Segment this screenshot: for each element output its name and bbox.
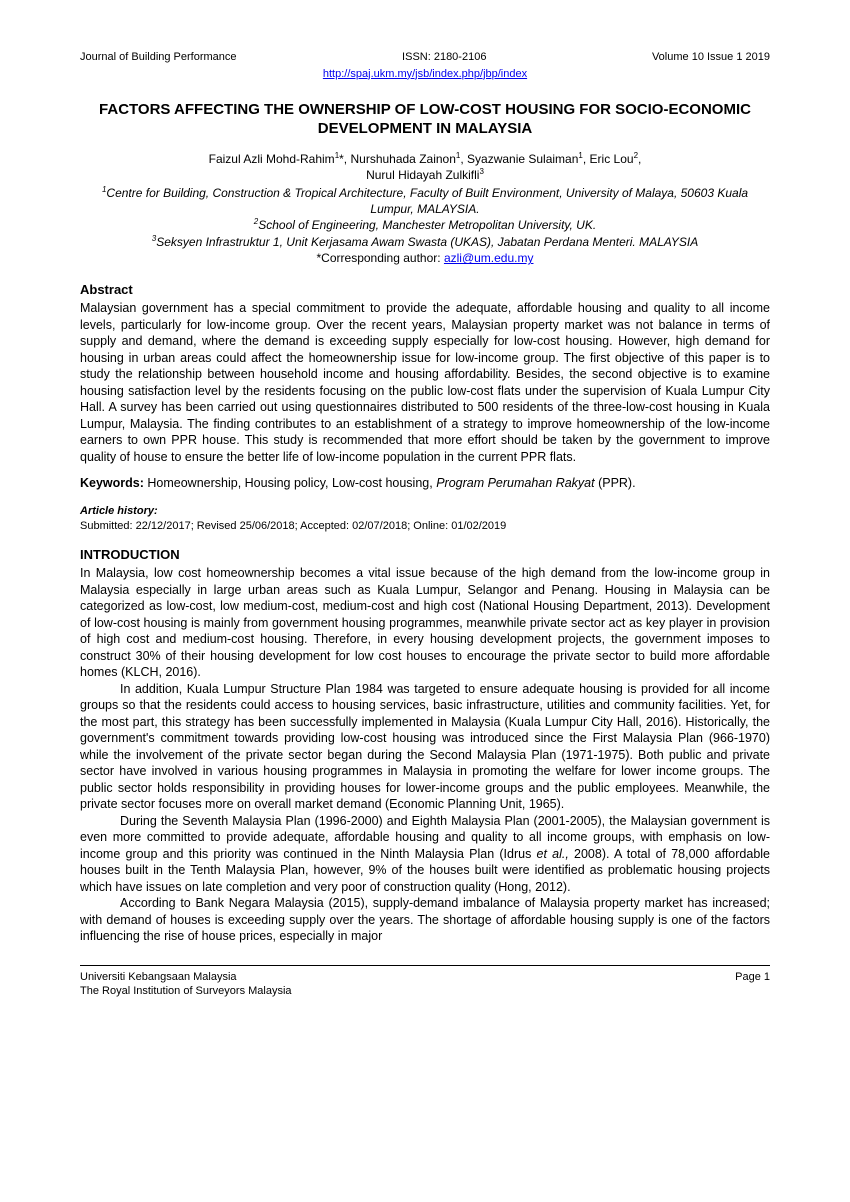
journal-url: http://spaj.ukm.my/jsb/index.php/jbp/ind… bbox=[80, 67, 770, 82]
volume-issue: Volume 10 Issue 1 2019 bbox=[652, 50, 770, 65]
footer-institution-2: The Royal Institution of Surveyors Malay… bbox=[80, 984, 292, 998]
keywords: Keywords: Homeownership, Housing policy,… bbox=[80, 475, 770, 492]
intro-paragraph-4: According to Bank Negara Malaysia (2015)… bbox=[80, 895, 770, 945]
intro-paragraph-1: In Malaysia, low cost homeownership beco… bbox=[80, 565, 770, 681]
article-history: Submitted: 22/12/2017; Revised 25/06/201… bbox=[80, 519, 770, 534]
corresponding-email-link[interactable]: azli@um.edu.my bbox=[444, 251, 534, 265]
affiliation-2: 2School of Engineering, Manchester Metro… bbox=[80, 217, 770, 234]
page-header: Journal of Building Performance ISSN: 21… bbox=[80, 50, 770, 65]
abstract-text: Malaysian government has a special commi… bbox=[80, 300, 770, 465]
abstract-heading: Abstract bbox=[80, 281, 770, 299]
page-footer: Universiti Kebangsaan Malaysia The Royal… bbox=[80, 970, 770, 999]
paper-title: FACTORS AFFECTING THE OWNERSHIP OF LOW-C… bbox=[80, 100, 770, 139]
footer-institution-1: Universiti Kebangsaan Malaysia bbox=[80, 970, 292, 984]
footer-rule bbox=[80, 965, 770, 966]
page-number: Page 1 bbox=[735, 970, 770, 999]
intro-paragraph-2: In addition, Kuala Lumpur Structure Plan… bbox=[80, 681, 770, 813]
affiliation-1: 1Centre for Building, Construction & Tro… bbox=[80, 185, 770, 217]
author-list: Faizul Azli Mohd-Rahim1*, Nurshuhada Zai… bbox=[80, 151, 770, 183]
journal-url-text[interactable]: http://spaj.ukm.my/jsb/index.php/jbp/ind… bbox=[323, 68, 527, 80]
corresponding-author: *Corresponding author: azli@um.edu.my bbox=[80, 250, 770, 266]
journal-name: Journal of Building Performance bbox=[80, 50, 237, 65]
issn: ISSN: 2180-2106 bbox=[402, 50, 486, 65]
article-history-label: Article history: bbox=[80, 504, 770, 519]
introduction-heading: INTRODUCTION bbox=[80, 546, 770, 564]
intro-paragraph-3: During the Seventh Malaysia Plan (1996-2… bbox=[80, 813, 770, 896]
affiliation-3: 3Seksyen Infrastruktur 1, Unit Kerjasama… bbox=[80, 234, 770, 251]
